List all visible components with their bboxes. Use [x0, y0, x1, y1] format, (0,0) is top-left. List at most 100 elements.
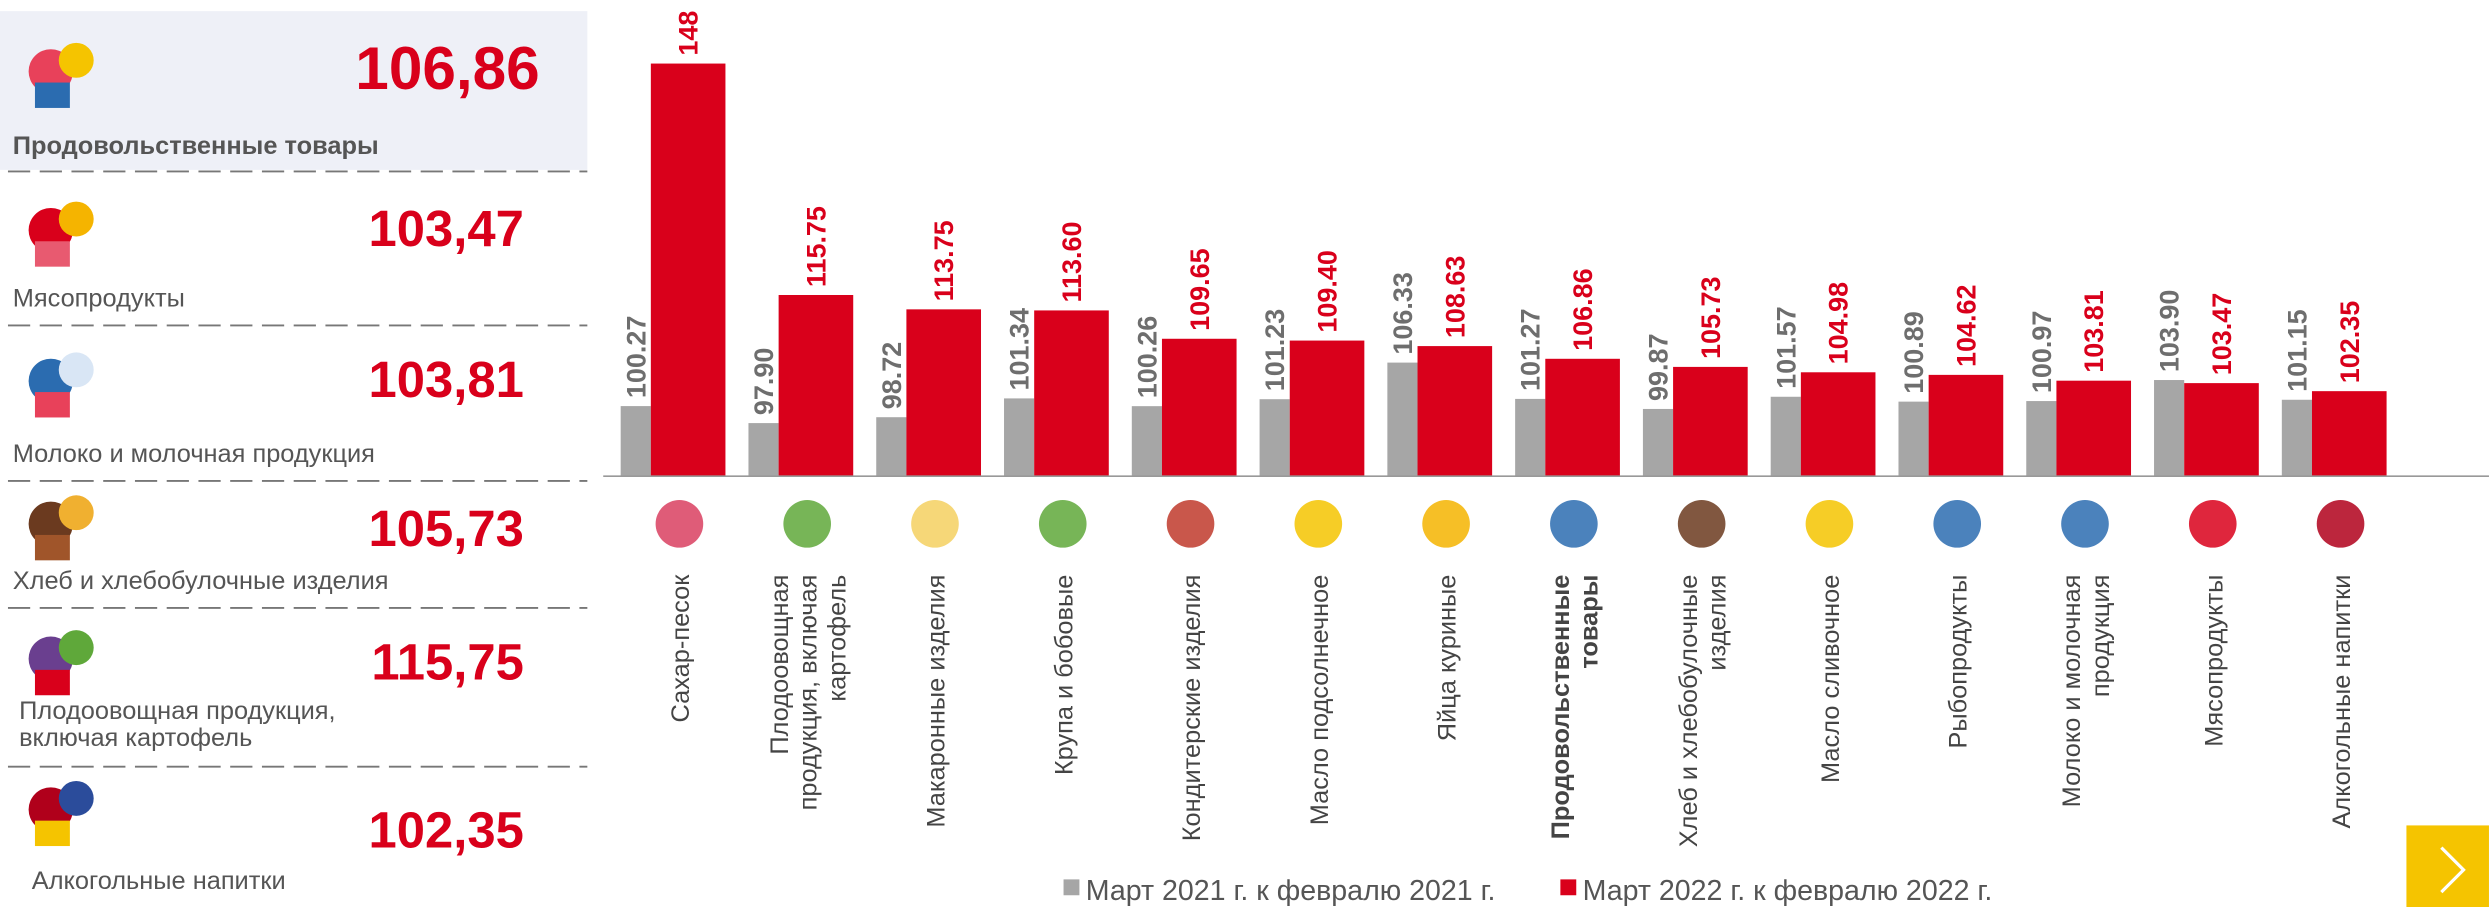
value-label: 101.27: [1516, 308, 1546, 391]
item-icon: [58, 780, 94, 816]
bar: [1289, 340, 1365, 477]
bar: [650, 63, 726, 477]
bar: [620, 406, 651, 477]
item-label: Продовольственные товары: [13, 132, 379, 160]
value-label: 103.81: [2079, 290, 2109, 373]
value-label: 105.73: [1696, 276, 1726, 359]
item-icon: [58, 630, 94, 666]
x-tick-label: Макаронные изделия: [922, 575, 950, 828]
bar: [1898, 401, 1929, 477]
x-tick-label: Плодоовощнаяпродукция, включаякартофель: [766, 575, 851, 811]
value-label: 104.62: [1951, 284, 1981, 366]
value-label: 106.33: [1388, 272, 1418, 355]
bar: [1642, 408, 1674, 477]
value-label: 109.40: [1313, 250, 1343, 333]
bar: [1928, 374, 2004, 477]
legend-swatch: [1063, 879, 1080, 896]
value-label: 100.26: [1132, 316, 1162, 399]
value-label: 115.75: [801, 206, 831, 287]
bar: [1259, 399, 1290, 477]
category-icon: [1422, 500, 1470, 548]
value-label: 108.63: [1440, 256, 1470, 339]
category-icon: [1294, 500, 1343, 548]
item-label: Хлеб и хлебобулочные изделия: [13, 567, 389, 595]
x-tick-label: Масло подсолнечное: [1306, 575, 1334, 826]
x-tick-label: Масло сливочное: [1817, 575, 1845, 783]
item-icon: [34, 241, 70, 267]
bar: [1131, 406, 1162, 477]
bar: [1515, 398, 1546, 477]
x-tick-label: Рыбопродукты: [1945, 575, 1973, 749]
value-label: 103.90: [2155, 290, 2185, 373]
bar: [748, 423, 779, 477]
item-icon: [34, 392, 70, 418]
x-tick-label: Крупа и бобовые: [1050, 575, 1078, 776]
item-label: Молоко и молочная продукция: [13, 440, 375, 468]
value-label: 97.90: [749, 348, 779, 415]
bar: [2026, 401, 2057, 477]
bar: [1673, 366, 1748, 477]
item-icon: [34, 82, 70, 108]
value-label: 102.35: [2335, 301, 2365, 384]
item-icon: [34, 669, 70, 696]
bar: [2184, 383, 2259, 477]
x-tick-label: Яйца куриные: [1434, 575, 1462, 742]
item-value: 105,73: [369, 500, 524, 557]
category-icon: [2061, 500, 2109, 548]
category-icon: [1677, 500, 1726, 548]
next-button[interactable]: [2406, 825, 2489, 907]
category-icon: [1550, 500, 1598, 548]
value-label: 113.60: [1057, 221, 1087, 302]
category-icon: [1805, 500, 1854, 548]
x-tick-label: Алкогольные напитки: [2328, 575, 2356, 829]
item-label: Алкогольные напитки: [32, 867, 286, 895]
value-label: 100.97: [2027, 311, 2057, 394]
category-icon: [2188, 500, 2237, 548]
x-tick-label: Сахар-песок: [667, 574, 695, 723]
value-label: 103.47: [2207, 293, 2237, 376]
value-label: 106.86: [1568, 268, 1598, 350]
legend-label: Март 2021 г. к февралю 2021 г.: [1086, 875, 1496, 907]
x-tick-label: Молоко и молочнаяпродукция: [2058, 575, 2115, 808]
value-label: 100.89: [1899, 311, 1929, 394]
item-icon: [58, 495, 94, 531]
item-label: Плодоовощная продукция, включая картофель: [19, 697, 336, 752]
highlight-panel: [0, 11, 588, 170]
x-tick-label: Хлеб и хлебобулочныеизделия: [1675, 575, 1732, 848]
legend-label: Март 2022 г. к февралю 2022 г.: [1583, 875, 1993, 907]
bar: [1800, 372, 1876, 477]
value-label: 148: [674, 11, 704, 56]
category-icon: [1038, 500, 1087, 548]
item-icon: [34, 534, 70, 561]
value-label: 100.27: [621, 316, 651, 399]
value-label: 101.23: [1260, 309, 1290, 392]
value-label: 101.15: [2282, 309, 2312, 392]
bar: [1004, 398, 1035, 477]
category-icon: [1166, 500, 1215, 548]
value-label: 99.87: [1644, 334, 1674, 402]
bar: [2154, 380, 2185, 477]
item-icon: [34, 820, 70, 847]
bar: [778, 294, 854, 477]
value-label: 101.57: [1771, 306, 1801, 389]
item-value: 115,75: [371, 633, 524, 690]
category-icon: [783, 500, 832, 548]
arrow-icon: [2440, 846, 2466, 894]
value-label: 109.65: [1185, 248, 1215, 331]
bar: [906, 309, 982, 477]
bar: [1545, 358, 1620, 477]
bar: [1417, 346, 1493, 477]
x-tick-label: Мясопродукты: [2200, 575, 2228, 747]
x-tick-label: Кондитерские изделия: [1178, 575, 1206, 842]
bar: [2056, 380, 2132, 477]
bar: [1161, 338, 1237, 477]
bar: [2281, 399, 2312, 477]
item-value: 103,47: [369, 200, 524, 257]
bar: [1770, 396, 1801, 477]
item-icon: [58, 42, 94, 78]
value-label: 104.98: [1824, 282, 1854, 365]
category-icon: [1933, 500, 1982, 548]
value-label: 113.75: [929, 220, 959, 301]
bar: [876, 417, 907, 477]
